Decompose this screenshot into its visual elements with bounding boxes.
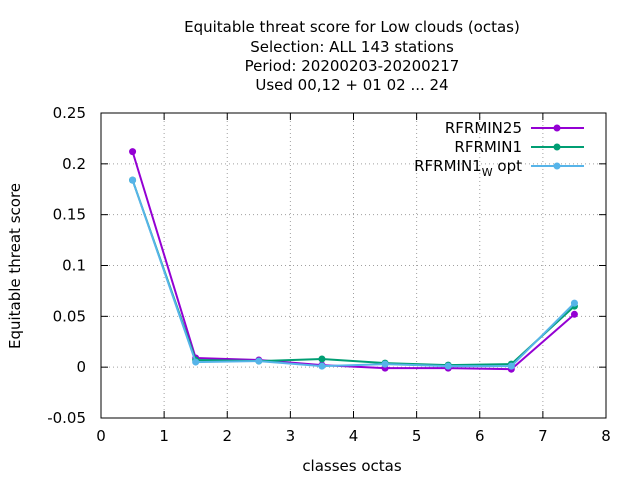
x-tick-label: 0: [96, 427, 106, 445]
data-point-rfrmin1-w-opt: [129, 176, 137, 184]
data-point-rfrmin1: [318, 355, 326, 363]
data-point-rfrmin1-w-opt: [570, 299, 578, 307]
y-tick-label: 0.25: [53, 104, 86, 122]
legend-marker-rfrmin1-w-opt: [553, 162, 561, 170]
series-lines: [129, 148, 578, 373]
legend-label-rfrmin25: RFRMIN25: [445, 119, 522, 137]
legend-marker-rfrmin1: [553, 143, 561, 151]
legend-entry-rfrmin25: RFRMIN25: [445, 119, 584, 137]
title-line-4: Used 00,12 + 01 02 ... 24: [255, 76, 448, 94]
y-tick-label: -0.05: [47, 409, 86, 427]
legend-label-rfrmin1-w-opt-base: RFRMIN1: [414, 157, 482, 175]
legend-label-rfrmin1: RFRMIN1: [454, 138, 522, 156]
legend-label-rfrmin1-w-opt-subscript: W: [482, 166, 493, 179]
data-point-rfrmin1-w-opt: [318, 362, 326, 370]
y-tick-label: 0: [76, 358, 86, 376]
legend-entry-rfrmin1-w-opt: RFRMIN1W opt: [414, 157, 584, 179]
legend-marker-rfrmin25: [553, 124, 561, 132]
x-tick-label: 4: [349, 427, 359, 445]
data-point-rfrmin25: [129, 148, 137, 156]
x-tick-label: 8: [601, 427, 611, 445]
x-tick-label: 2: [222, 427, 232, 445]
x-tick-label: 7: [538, 427, 548, 445]
data-point-rfrmin1-w-opt: [507, 362, 515, 370]
legend-entry-rfrmin1: RFRMIN1: [454, 138, 584, 156]
legend: RFRMIN25 RFRMIN1 RFRMIN1W opt: [414, 119, 584, 179]
x-tick-label: 6: [475, 427, 485, 445]
grid-lines: [101, 113, 606, 418]
title-line-3: Period: 20200203-20200217: [245, 57, 460, 75]
y-tick-label: 0.15: [53, 206, 86, 224]
series-rfrmin1-w-opt: [129, 176, 578, 370]
series-line-rfrmin1-w-opt: [131, 179, 576, 368]
y-tick-label: 0.1: [62, 257, 86, 275]
title-line-1: Equitable threat score for Low clouds (o…: [184, 18, 520, 36]
x-tick-label: 1: [159, 427, 169, 445]
legend-label-rfrmin1-w-opt: RFRMIN1W opt: [414, 157, 522, 179]
data-point-rfrmin1-w-opt: [381, 360, 389, 368]
x-tick-label: 3: [286, 427, 296, 445]
series-line-rfrmin25: [131, 151, 576, 371]
legend-label-rfrmin1-w-opt-suffix: opt: [497, 157, 522, 175]
data-point-rfrmin1-w-opt: [444, 362, 452, 370]
x-tick-labels: 0 1 2 3 4 5 6 7 8: [96, 427, 611, 445]
data-point-rfrmin25: [570, 310, 578, 318]
y-tick-labels: -0.05 0 0.05 0.1 0.15 0.2 0.25: [47, 104, 86, 427]
title-line-2: Selection: ALL 143 stations: [250, 38, 454, 56]
x-tick-label: 5: [412, 427, 422, 445]
chart-title: Equitable threat score for Low clouds (o…: [184, 18, 520, 94]
y-tick-label: 0.2: [62, 155, 86, 173]
plot-frame: [100, 112, 607, 419]
data-point-rfrmin1-w-opt: [192, 358, 200, 366]
data-point-rfrmin1-w-opt: [255, 357, 263, 365]
series-line-rfrmin1: [131, 179, 576, 367]
y-axis-label: Equitable threat score: [6, 183, 24, 349]
x-axis-label: classes octas: [302, 457, 402, 475]
y-tick-label: 0.05: [53, 307, 86, 325]
